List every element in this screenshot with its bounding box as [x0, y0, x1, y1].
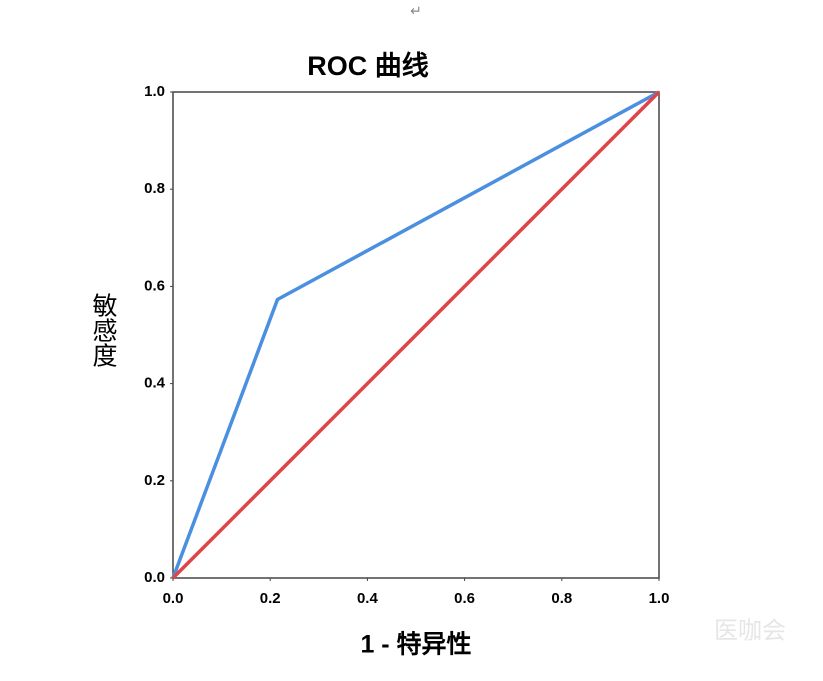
y-tick-label: 0.8	[144, 180, 165, 197]
watermark: 医咖会	[714, 617, 786, 644]
roc-line	[171, 90, 660, 579]
y-tick-label: 0.4	[144, 375, 166, 392]
x-tick-label: 0.8	[551, 590, 572, 607]
y-tick-label: 0.2	[144, 472, 165, 489]
chart-title: ROC 曲线	[307, 51, 429, 81]
y-tick-label: 0.6	[144, 277, 165, 294]
x-tick-label: 0.4	[357, 590, 379, 607]
y-axis-label: 敏感度	[89, 293, 118, 368]
x-tick-label: 1.0	[649, 590, 670, 607]
y-tick-label: 0.0	[144, 569, 165, 586]
y-tick-label: 1.0	[144, 83, 165, 100]
x-axis-label: 1 - 特异性	[360, 631, 471, 659]
plot-frame	[172, 91, 660, 579]
x-tick-label: 0.2	[260, 590, 281, 607]
x-tick-label: 0.6	[454, 590, 475, 607]
roc-line	[171, 90, 661, 580]
x-tick-label: 0.0	[163, 590, 184, 607]
return-mark: ↵	[410, 3, 422, 19]
